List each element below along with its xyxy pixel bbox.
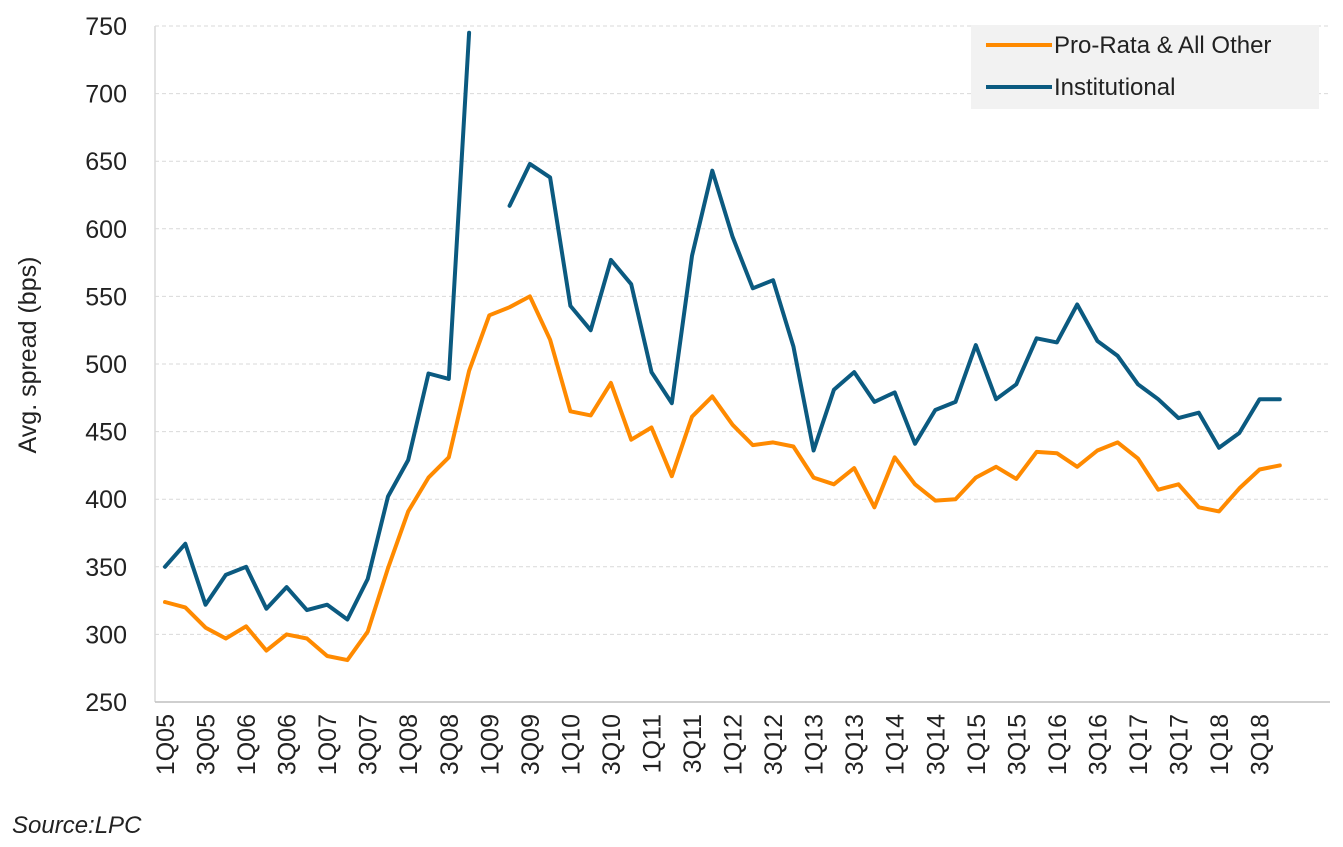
- y-tick-label: 300: [85, 621, 127, 649]
- legend: Pro-Rata & All Other Institutional: [971, 25, 1319, 109]
- series-lines: [163, 30, 1282, 663]
- x-tick-label: 1Q13: [801, 714, 829, 775]
- y-tick-label: 400: [85, 486, 127, 514]
- legend-label-pro-rata: Pro-Rata & All Other: [1054, 32, 1271, 59]
- series-line-institutional: [163, 30, 1282, 622]
- x-tick-label: 3Q18: [1247, 714, 1275, 775]
- x-tick-label: 1Q09: [476, 714, 504, 775]
- x-tick-label: 1Q05: [152, 714, 180, 775]
- y-tick-label: 450: [85, 419, 127, 447]
- x-tick-label: 1Q16: [1044, 714, 1072, 775]
- x-tick-label: 1Q14: [882, 714, 910, 775]
- x-tick-label: 3Q10: [598, 714, 626, 775]
- x-tick-label: 3Q15: [1003, 714, 1031, 775]
- x-tick-label: 1Q10: [557, 714, 585, 775]
- x-tick-label: 3Q09: [517, 714, 545, 775]
- x-tick-label: 3Q17: [1166, 714, 1194, 775]
- x-tick-label: 3Q08: [436, 714, 464, 775]
- x-tick-label: 1Q15: [963, 714, 991, 775]
- x-tick-label: 3Q07: [355, 714, 383, 775]
- y-tick-label: 500: [85, 351, 127, 379]
- y-tick-label: 700: [85, 81, 127, 109]
- x-tick-label: 3Q14: [922, 714, 950, 775]
- x-tick-label: 3Q12: [760, 714, 788, 775]
- source-note: Source:LPC: [12, 812, 142, 839]
- x-tick-label: 1Q06: [233, 714, 261, 775]
- x-tick-label: 3Q13: [841, 714, 869, 775]
- x-tick-label: 3Q06: [274, 714, 302, 775]
- x-tick-label: 3Q11: [679, 714, 707, 773]
- x-tick-labels: 1Q05 3Q05 1Q06 3Q06 1Q07 3Q07 1Q08 3Q08 1Q09 3Q09…: [152, 714, 1275, 775]
- x-tick-label: 1Q12: [720, 714, 748, 775]
- x-tick-label: 1Q08: [395, 714, 423, 775]
- x-tick-label: 1Q17: [1125, 714, 1153, 775]
- y-axis-label: Avg. spread (bps): [14, 257, 42, 454]
- legend-background: [971, 25, 1319, 109]
- series-line-pro-rata: [163, 294, 1282, 663]
- y-tick-label: 600: [85, 216, 127, 244]
- x-tick-label: 1Q18: [1206, 714, 1234, 775]
- x-tick-label: 1Q07: [314, 714, 342, 775]
- x-tick-label: 3Q05: [193, 714, 221, 775]
- y-tick-labels: 250 300 350 400 450 500 550 600 650 700 750: [85, 13, 127, 717]
- y-tick-label: 350: [85, 554, 127, 582]
- legend-label-institutional: Institutional: [1054, 74, 1175, 101]
- x-tick-label: 3Q16: [1084, 714, 1112, 775]
- x-tick-label: 1Q11: [638, 714, 666, 773]
- gridlines: [155, 25, 1330, 635]
- y-tick-label: 250: [85, 689, 127, 717]
- y-tick-label: 550: [85, 283, 127, 311]
- y-tick-label: 750: [85, 13, 127, 41]
- y-tick-label: 650: [85, 148, 127, 176]
- axes: [154, 26, 1330, 703]
